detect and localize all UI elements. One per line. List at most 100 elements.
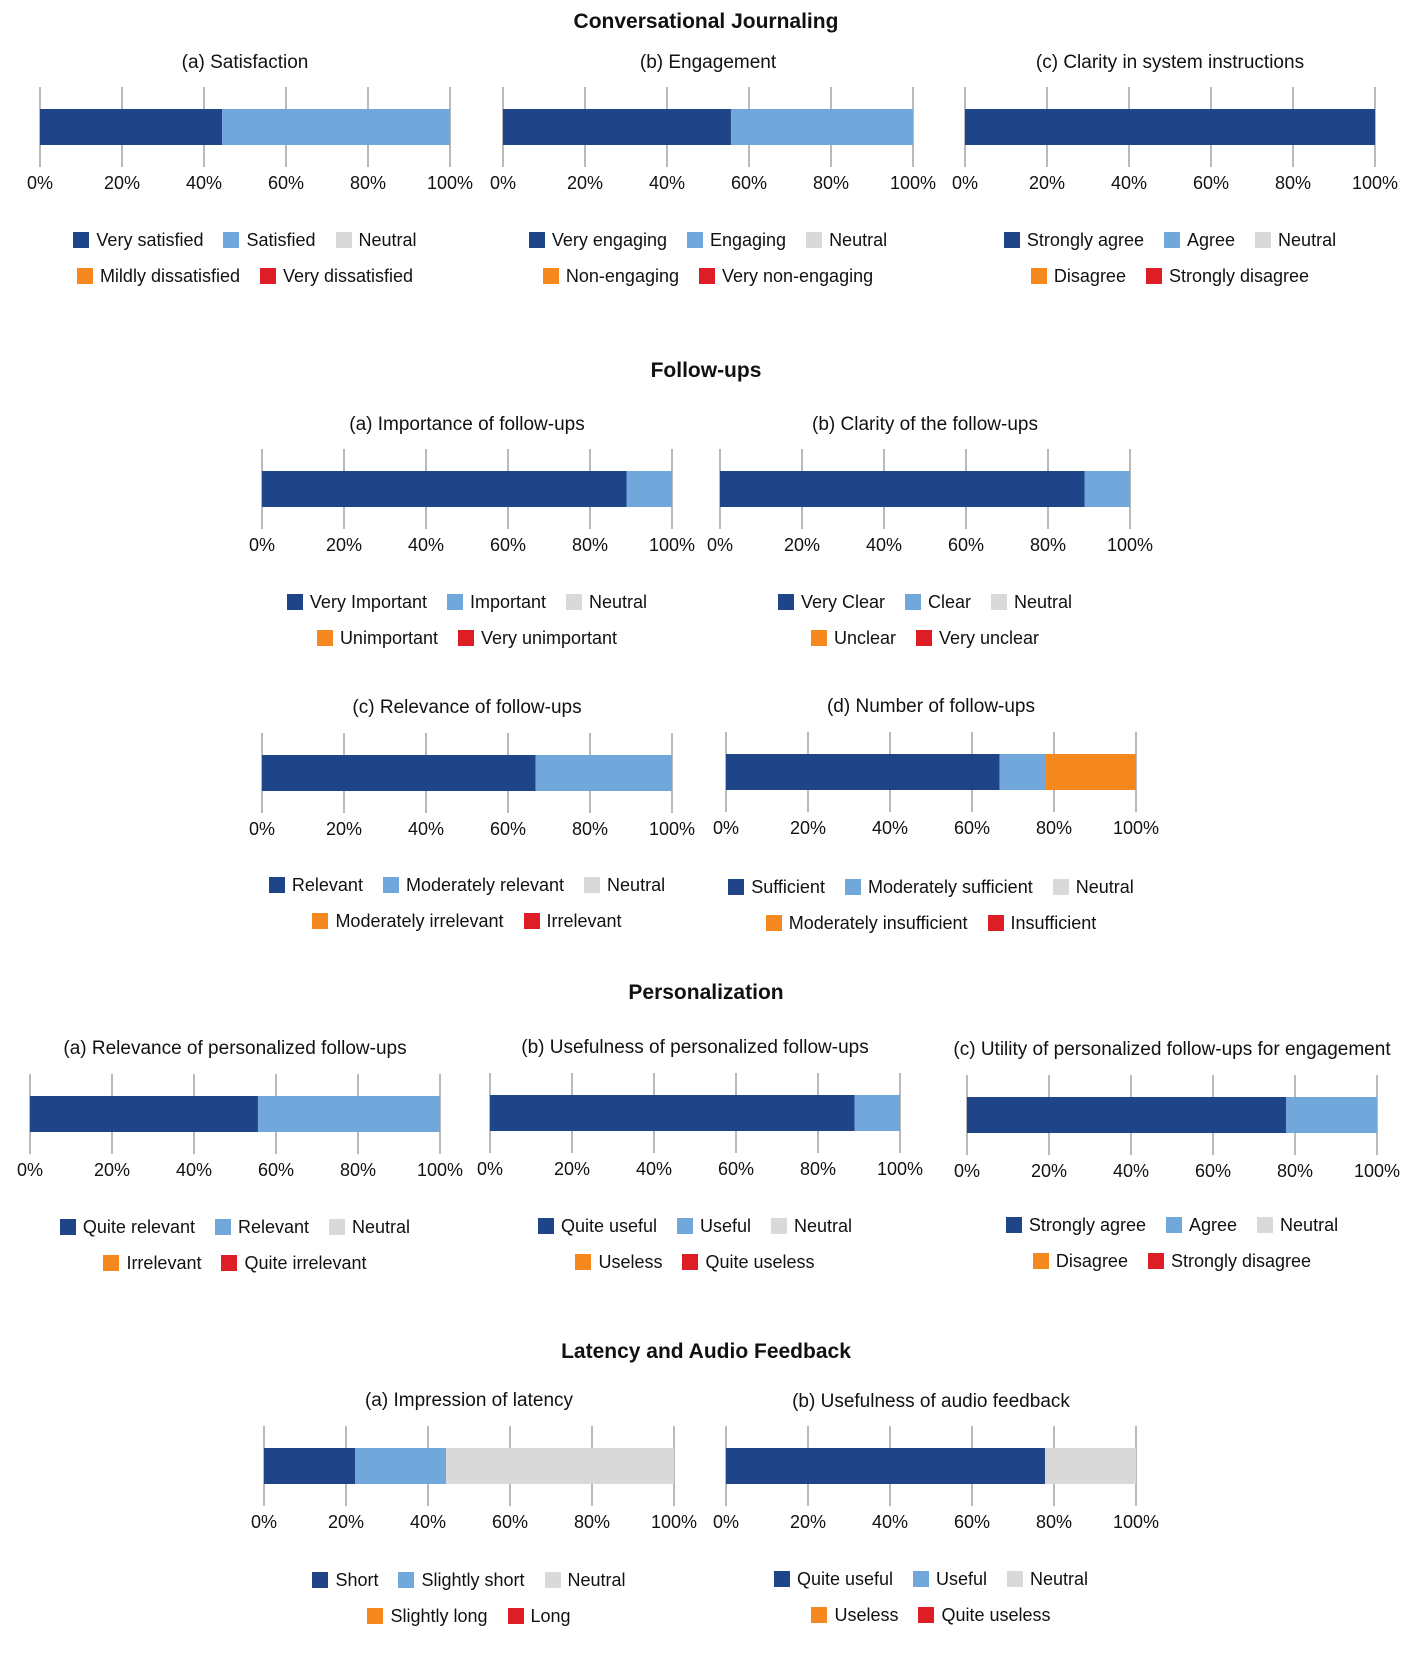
legend-label: Very Clear xyxy=(800,591,885,612)
x-tick-label: 20% xyxy=(784,535,820,555)
legend-label: Quite useless xyxy=(941,1604,1051,1625)
legend-swatch xyxy=(575,1254,592,1270)
chart-plot: 0% 20% 40% 60% 80% 100% xyxy=(251,1426,697,1532)
x-tick-label: 0% xyxy=(713,1512,739,1532)
legend-item: Agree xyxy=(1164,230,1235,251)
legend-swatch xyxy=(76,268,93,284)
legend-label: Strongly agree xyxy=(1026,229,1144,250)
legend-label: Mildly dissatisfied xyxy=(99,265,240,286)
legend-swatch xyxy=(382,877,399,893)
legend-swatch xyxy=(987,915,1004,931)
x-tick-label: 20% xyxy=(790,818,826,838)
bar-segment-quite-useful xyxy=(726,1448,1045,1484)
legend-swatch xyxy=(1052,879,1069,895)
legend-item: Very unimportant xyxy=(457,628,617,649)
chart-title: (a) Satisfaction xyxy=(181,52,309,73)
legend-item: Very Important xyxy=(286,592,427,613)
legend-label: Very engaging xyxy=(551,229,667,250)
legend-item: Quite relevant xyxy=(59,1217,195,1238)
legend-item: Quite useless xyxy=(918,1604,1051,1626)
x-tick-label: 20% xyxy=(1029,173,1065,193)
legend-item: Strongly disagree xyxy=(1145,266,1309,287)
legend-label: Useless xyxy=(834,1604,899,1625)
legend-item: Very engaging xyxy=(528,229,667,251)
legend-label: Very unclear xyxy=(938,627,1040,648)
legend-label: Quite useless xyxy=(705,1251,815,1272)
legend-label: Neutral xyxy=(358,229,417,250)
legend-swatch xyxy=(1147,1253,1164,1269)
x-tick-label: 60% xyxy=(731,173,767,193)
legend-item: Very Clear xyxy=(777,591,885,613)
x-tick-label: 80% xyxy=(800,1159,836,1179)
legend-row: Strongly agree Agree Neutral xyxy=(925,222,1412,258)
bar-segment-slightly-short xyxy=(355,1448,447,1484)
legend-row: Strongly agree Agree Neutral xyxy=(927,1207,1412,1243)
legend-row: Sufficient Moderately sufficient Neutral xyxy=(686,869,1176,905)
legend-item: Useful xyxy=(677,1216,751,1237)
legend-label: Slightly long xyxy=(390,1605,488,1626)
x-tick-label: 80% xyxy=(1036,818,1072,838)
x-tick-label: 100% xyxy=(1354,1161,1400,1181)
x-tick-label: 60% xyxy=(490,535,526,555)
legend-swatch xyxy=(507,1608,524,1624)
bar-segment-moderately-relevant xyxy=(535,755,672,791)
legend-item: Disagree xyxy=(1030,266,1126,287)
legend-swatch xyxy=(73,232,90,248)
legend-item: Long xyxy=(507,1605,571,1627)
x-tick-label: 20% xyxy=(326,819,362,839)
legend-item: Sufficient xyxy=(728,877,825,898)
x-tick-label: 40% xyxy=(636,1159,672,1179)
chart-title: (b) Engagement xyxy=(639,52,777,73)
legend-item: Strongly agree xyxy=(1003,229,1144,251)
legend-label: Strongly disagree xyxy=(1170,1250,1312,1271)
x-tick-label: 20% xyxy=(328,1512,364,1532)
legend-item: Unclear xyxy=(810,628,896,649)
legend-row: Moderately insufficient Insufficient xyxy=(686,905,1176,941)
chart-legend: Strongly agree Agree Neutral Disagree Strong… xyxy=(925,222,1412,294)
legend-label: Long xyxy=(530,1605,571,1626)
legend-row: Quite useful Useful Neutral xyxy=(450,1208,940,1244)
chart-importance-followups: (a) Importance of follow-ups 0% 20% 40% 60% 8… xyxy=(222,414,712,678)
legend-swatch xyxy=(1030,268,1047,284)
legend-swatch xyxy=(765,915,782,931)
legend-swatch xyxy=(1005,1217,1022,1233)
legend-item: Very satisfied xyxy=(73,230,203,251)
legend-label: Sufficient xyxy=(751,876,825,897)
chart-legend: Very satisfied Satisfied Neutral Mildly dis… xyxy=(0,222,490,294)
x-tick-label: 60% xyxy=(490,819,526,839)
legend-item: Neutral xyxy=(1257,1215,1338,1236)
bar-segment-very-clear xyxy=(720,471,1085,507)
chart-clarity-instructions: (c) Clarity in system instructions 0% 20% 4… xyxy=(925,52,1412,316)
legend-label: Neutral xyxy=(1075,876,1134,897)
x-tick-label: 80% xyxy=(340,1160,376,1180)
x-tick-label: 60% xyxy=(948,535,984,555)
chart-legend: Quite useful Useful Neutral Useless Quite us… xyxy=(450,1208,940,1280)
legend-swatch xyxy=(777,594,794,610)
legend-swatch xyxy=(316,630,333,646)
chart-title: (c) Relevance of follow-ups xyxy=(352,697,582,718)
legend-item: Useless xyxy=(811,1605,898,1626)
legend-label: Relevant xyxy=(291,874,363,895)
section-title-conversational: Conversational Journaling xyxy=(573,10,839,33)
legend-swatch xyxy=(677,1218,693,1234)
chart-audio-feedback: (b) Usefulness of audio feedback 0% 20% 40%… xyxy=(686,1391,1176,1655)
chart-relevance-followups: (c) Relevance of follow-ups 0% 20% 40% 60% 80… xyxy=(222,697,712,961)
legend-label: Irrelevant xyxy=(546,910,622,931)
legend-label: Useless xyxy=(598,1251,663,1272)
legend-item: Neutral xyxy=(771,1216,852,1237)
legend-swatch xyxy=(682,1254,699,1270)
chart-legend: Strongly agree Agree Neutral Disagree Strong… xyxy=(927,1207,1412,1279)
legend-swatch xyxy=(1145,268,1162,284)
legend-label: Very non-engaging xyxy=(721,265,874,286)
legend-label: Strongly agree xyxy=(1028,1214,1146,1235)
bar-segment-engaging xyxy=(730,109,913,145)
chart-legend: Relevant Moderately relevant Neutral Modera… xyxy=(222,867,712,939)
x-tick-label: 60% xyxy=(268,173,304,193)
chart-title: (d) Number of follow-ups xyxy=(826,696,1036,717)
legend-label: Neutral xyxy=(794,1215,853,1236)
bar-segment-neutral xyxy=(446,1448,674,1484)
legend-swatch xyxy=(214,1219,231,1235)
legend-row: Disagree Strongly disagree xyxy=(925,258,1412,294)
legend-label: Moderately insufficient xyxy=(788,912,968,933)
chart-plot: 0% 20% 40% 60% 80% 100% xyxy=(249,733,695,839)
